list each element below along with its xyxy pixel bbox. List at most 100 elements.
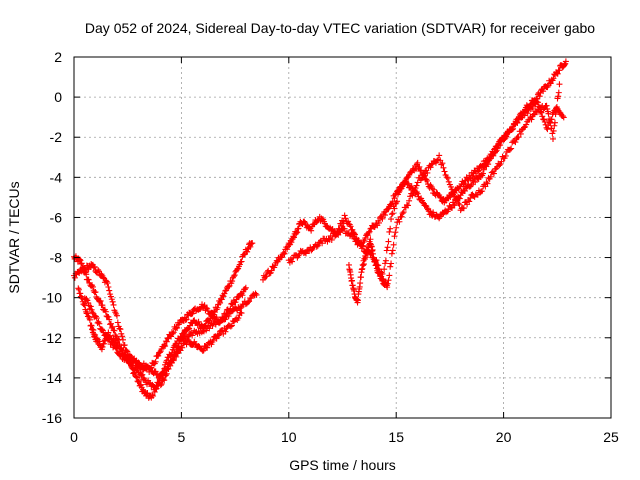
data-point [391,233,398,240]
data-point [78,260,85,267]
data-point [559,113,566,120]
data-point [467,195,474,202]
data-point [174,344,181,351]
data-point [280,249,287,256]
data-point [517,130,524,137]
data-point [302,250,309,257]
data-point [486,155,493,162]
data-point [85,299,92,306]
data-point [90,264,97,271]
data-point [225,283,232,290]
data-point [553,104,560,111]
data-point [387,263,394,270]
data-point [235,315,242,322]
data-point [170,329,177,336]
data-point [126,358,133,365]
data-point [119,336,126,343]
data-point [483,179,490,186]
data-point [85,276,92,283]
data-point [112,331,119,338]
data-point [157,382,164,389]
data-point [163,370,170,377]
data-point [438,161,445,168]
data-point [408,183,415,190]
data-point [484,180,491,187]
data-point [109,298,116,305]
data-point [83,267,90,274]
data-point [388,211,395,218]
data-point [172,351,179,358]
data-point [479,170,486,177]
axis-ticks: 0 5 10 15 20 25 -16 -14 -12 -10 -8 -6 -4 -2 0 2 [42,49,619,445]
data-point [197,305,204,312]
data-point [514,119,521,126]
data-point [149,391,156,398]
data-point [560,114,567,121]
data-point [437,193,444,200]
data-point [394,198,401,205]
data-point [502,152,509,159]
data-point [278,253,285,260]
data-point [71,274,78,281]
data-point [385,277,392,284]
data-point [524,110,531,117]
data-point [554,70,561,77]
y-tick-label: -2 [50,129,63,145]
data-point [213,335,220,342]
data-point [466,198,473,205]
data-point [523,121,530,128]
data-point [440,164,447,171]
data-point [418,175,425,182]
data-point [284,246,291,253]
data-point [455,200,462,207]
data-point [288,239,295,246]
data-point [133,374,140,381]
data-point [427,164,434,171]
data-point [236,261,243,268]
data-point [474,168,481,175]
data-point [281,250,288,257]
data-point [386,272,393,279]
data-point [467,175,474,182]
data-point [362,235,369,242]
data-point [237,305,244,312]
data-point [186,325,193,332]
data-point [420,171,427,178]
data-point [77,290,84,297]
data-point [173,348,180,355]
data-point [391,205,398,212]
data-point [306,224,313,231]
data-point [165,365,172,372]
data-point [553,107,560,114]
data-point [162,372,169,379]
data-point [204,344,211,351]
data-point [389,210,396,217]
data-point [238,310,245,317]
data-point [189,332,196,339]
data-point [460,205,467,212]
data-point [164,365,171,372]
data-point [173,324,180,331]
data-point [119,333,126,340]
data-point [294,229,301,236]
data-point [175,340,182,347]
data-point [319,240,326,247]
data-point [107,320,114,327]
data-point [366,228,373,235]
data-point [562,58,569,65]
data-point [96,338,103,345]
data-point [424,205,431,212]
data-point [135,378,142,385]
data-point [416,163,423,170]
data-point [95,266,102,273]
data-point [222,287,229,294]
data-point [487,173,494,180]
data-point [263,273,270,280]
data-point [174,344,181,351]
data-point [217,299,224,306]
data-point [227,323,234,330]
data-point [132,373,139,380]
data-point [189,310,196,317]
data-point [104,280,111,287]
